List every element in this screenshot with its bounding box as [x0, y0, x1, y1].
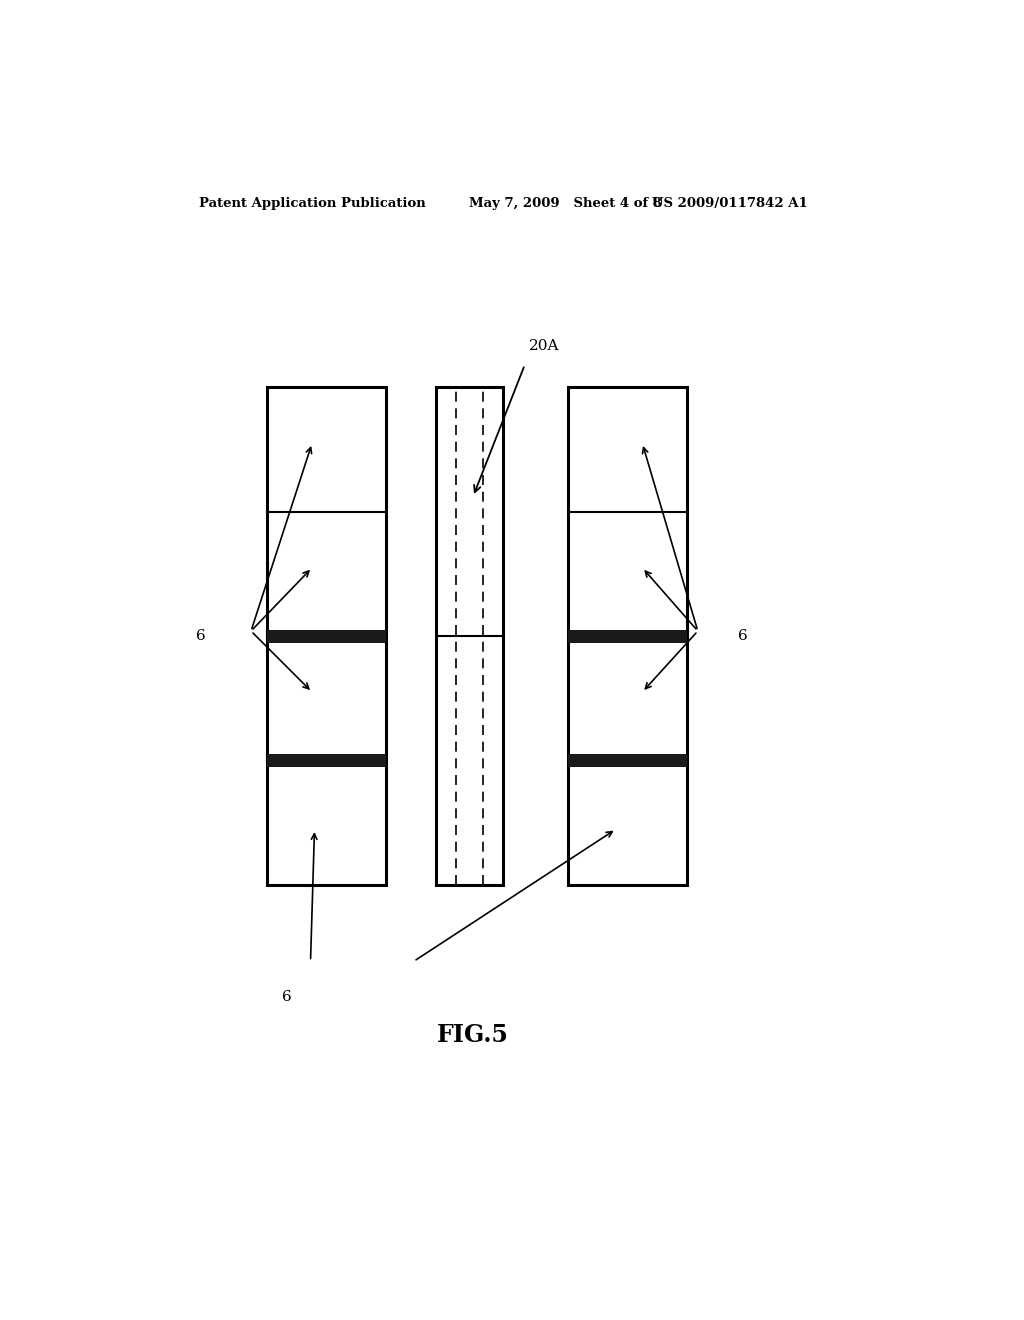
Text: US 2009/0117842 A1: US 2009/0117842 A1 [652, 197, 808, 210]
Text: FIG.5: FIG.5 [437, 1023, 509, 1047]
Text: 6: 6 [738, 630, 748, 643]
Bar [267, 754, 386, 767]
Bar [568, 630, 687, 643]
Text: Patent Application Publication: Patent Application Publication [200, 197, 426, 210]
Bar [568, 387, 687, 886]
Text: 6: 6 [197, 630, 206, 643]
Text: 6: 6 [282, 990, 292, 1005]
Text: 20A: 20A [528, 339, 559, 354]
Bar [267, 630, 386, 643]
Bar [568, 754, 687, 767]
Bar [267, 387, 386, 886]
Text: May 7, 2009   Sheet 4 of 8: May 7, 2009 Sheet 4 of 8 [469, 197, 663, 210]
Bar [436, 387, 504, 886]
